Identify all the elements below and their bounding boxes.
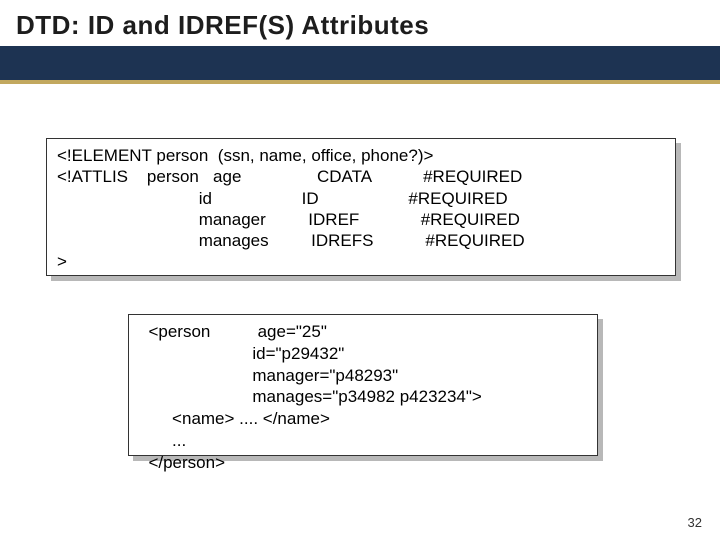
- xml-example-box: <person age="25" id="p29432" manager="p4…: [128, 314, 598, 456]
- code-line: manages IDREFS #REQUIRED: [57, 230, 665, 251]
- slide-title: DTD: ID and IDREF(S) Attributes: [16, 10, 429, 41]
- header-gold-line: [0, 80, 720, 84]
- code-line: <!ELEMENT person (ssn, name, office, pho…: [57, 145, 665, 166]
- dtd-definition-box: <!ELEMENT person (ssn, name, office, pho…: [46, 138, 676, 276]
- header-dark-band: [0, 46, 720, 80]
- code-line: ...: [139, 430, 587, 452]
- code-line: manager IDREF #REQUIRED: [57, 209, 665, 230]
- code-line: <person age="25": [139, 321, 587, 343]
- page-number: 32: [688, 515, 702, 530]
- code-line: id="p29432": [139, 343, 587, 365]
- code-line: >: [57, 251, 665, 272]
- slide-header: DTD: ID and IDREF(S) Attributes: [0, 0, 720, 90]
- code-line: <!ATTLIS person age CDATA #REQUIRED: [57, 166, 665, 187]
- code-line: </person>: [139, 452, 587, 474]
- code-line: id ID #REQUIRED: [57, 188, 665, 209]
- code-line: manager="p48293": [139, 365, 587, 387]
- code-line: <name> .... </name>: [139, 408, 587, 430]
- code-line: manages="p34982 p423234">: [139, 386, 587, 408]
